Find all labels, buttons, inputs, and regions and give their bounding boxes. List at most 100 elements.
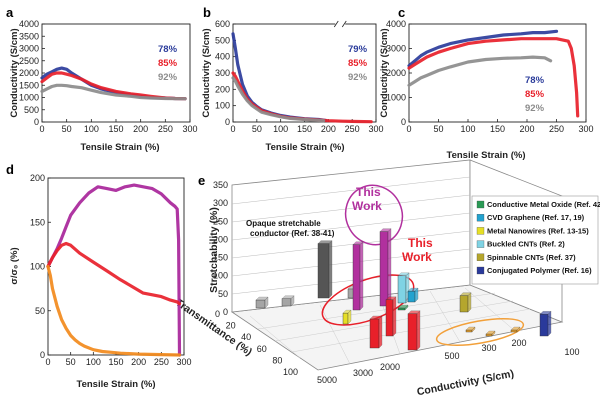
panel-a-ytick-label: 2500 <box>19 56 39 66</box>
panel-e-legend-swatch <box>476 253 485 261</box>
panel-e-bar-side <box>404 304 409 311</box>
panel-d-ytick-label: 200 <box>30 173 45 183</box>
panel-e-bar-opaque <box>281 298 292 307</box>
panel-e-ztick-label: 150 <box>213 253 228 263</box>
panel-e-ztick-label: 0 <box>223 307 228 317</box>
panel-a-ytick-label: 3500 <box>19 31 39 41</box>
panel-e-bar-metal-oxide <box>397 307 406 311</box>
panel-e-bar-spinnable-small <box>485 333 493 337</box>
plot-layer: 0 50 100 150 200 250 3000500100015002000250030… <box>19 19 600 385</box>
panel-c-ytick-label: 1000 <box>386 93 406 103</box>
panel-c-series-2-line <box>407 55 553 87</box>
panel-e-bar-side <box>290 295 295 307</box>
panel-e-bar-this-work-red <box>369 318 380 349</box>
panel-c-ytick-label: 0 <box>401 117 406 127</box>
panel-e-bar-this-work-red <box>385 299 394 337</box>
panel-c-ytick-label: 4000 <box>386 19 406 29</box>
panel-b-axis-break-mark <box>333 20 339 28</box>
panel-a-xtick-label: 0 <box>39 124 44 134</box>
panel-e-bar-side <box>328 240 333 299</box>
panel-a-xtick-label: 250 <box>158 124 173 134</box>
panel-c-ylabel: Conductivity (S/cm) <box>379 28 390 117</box>
panel-c-series-0-line <box>407 29 559 68</box>
panel-a-label: a <box>6 5 14 20</box>
panel-e-ttick-label: 20 <box>226 321 236 331</box>
panel-e-ctick-label: 2000 <box>380 362 400 372</box>
panel-e-this-work-2b: Work <box>402 250 432 264</box>
panel-c-series-1-line <box>407 37 580 118</box>
panel-e-legend-swatch <box>476 240 485 248</box>
panel-a-xtick-label: 300 <box>182 124 197 134</box>
panel-e-bar-side <box>378 315 383 349</box>
panel-e-ttick-label: 80 <box>272 355 282 365</box>
panel-b-xtick-label: 150 <box>297 124 312 134</box>
panel-e-bar-opaque <box>255 299 266 309</box>
panel-d-series-2-line <box>46 264 182 357</box>
panel-a-ytick-label: 0 <box>34 117 39 127</box>
panel-b-ytick-label: 200 <box>215 84 230 94</box>
panel-e-ttick-label: 60 <box>257 344 267 354</box>
panel-b-xlabel: Tensile Strain (%) <box>265 142 344 153</box>
panel-a-ytick-label: 3000 <box>19 44 39 54</box>
panel-d-xtick-label: 0 <box>45 357 50 367</box>
panel-d-xtick-label: 150 <box>108 357 123 367</box>
panel-e-legend-label: Buckled CNTs (Ref. 2) <box>487 240 565 249</box>
panel-d-ytick-label: 50 <box>35 306 45 316</box>
panel-e-this-work-1b: Work <box>352 199 382 213</box>
panel-e-ttick-label: 40 <box>241 332 251 342</box>
panel-e-bar-side <box>471 326 476 333</box>
panel-e-bar-polymer <box>539 314 549 337</box>
panel-e-this-work-1: This <box>356 185 381 199</box>
panel-d-ylabel: σ/σ₀ (%) <box>9 247 20 284</box>
panel-c-legend-85: 85% <box>525 89 545 100</box>
panel-c-xtick-label: 300 <box>578 124 593 134</box>
panel-e-legend-box <box>471 195 599 285</box>
panel-b-axis-break-mark <box>341 20 347 28</box>
panel-e-ztick-label: 100 <box>213 271 228 281</box>
panel-b-xtick-label: 50 <box>252 124 262 134</box>
panel-e-legend-swatch <box>476 214 485 222</box>
panel-e-bar-nanowires <box>342 312 349 325</box>
panel-e-bar-side <box>359 241 364 311</box>
panel-e-legend-label: Conjugated Polymer (Ref. 16) <box>487 266 592 275</box>
panel-b-ytick-label: 300 <box>215 68 230 78</box>
panel-d-series-1-line <box>46 241 182 306</box>
panel-b-xtick-label: 100 <box>273 124 288 134</box>
panel-e-ztick-label: 250 <box>213 216 228 226</box>
panel-e-opaque-label: Opaque stretchable <box>246 219 321 228</box>
panel-d-ytick-label: 0 <box>40 350 45 360</box>
panel-e-bar-side <box>264 296 269 309</box>
panel-e-bar-side <box>347 309 352 325</box>
panel-e-bar-side <box>491 330 496 337</box>
panel-d-xtick-label: 250 <box>154 357 169 367</box>
panel-e-bar-this-work-red <box>407 313 418 351</box>
panel-d-ytick-label: 100 <box>30 262 45 272</box>
panel-e-bar-spinnable-small <box>510 329 518 333</box>
panel-e-ctick-label: 200 <box>511 338 526 348</box>
panel-e-bar-spinnable-small <box>465 329 473 333</box>
panel-e-bar-side <box>516 326 521 333</box>
panel-a-xtick-label: 50 <box>62 124 72 134</box>
panel-e-bar-side <box>414 287 419 303</box>
panel-c-xtick-label: 0 <box>406 124 411 134</box>
panel-e-ctick-label: 500 <box>444 351 459 361</box>
panel-e-label: e <box>198 173 205 188</box>
panel-c-legend-92: 92% <box>525 103 545 114</box>
panel-e-bar-side <box>392 296 397 337</box>
panel-e-bar-side <box>416 310 421 351</box>
panel-e-legend-label: CVD Graphene (Ref. 17, 19) <box>487 213 585 222</box>
panel-e-bar-spinnable <box>459 295 469 313</box>
panel-d-xtick-label: 50 <box>66 357 76 367</box>
panel-e-legend-label: Conductive Metal Oxide (Ref. 42) <box>487 200 600 209</box>
panel-a-xtick-label: 200 <box>133 124 148 134</box>
panel-b-ylabel: Conductivity (S/cm) <box>201 28 212 117</box>
panel-a-xlabel: Tensile Strain (%) <box>80 142 159 153</box>
panel-c-xtick-label: 50 <box>433 124 443 134</box>
panel-b-legend-85: 85% <box>348 58 368 69</box>
panel-e-ctick-label: 100 <box>564 347 579 357</box>
panel-c-legend-78: 78% <box>525 75 545 86</box>
panel-b-ytick-label: 0 <box>225 117 230 127</box>
panel-e-bar-side <box>547 310 552 337</box>
panel-a-ytick-label: 1000 <box>19 93 39 103</box>
